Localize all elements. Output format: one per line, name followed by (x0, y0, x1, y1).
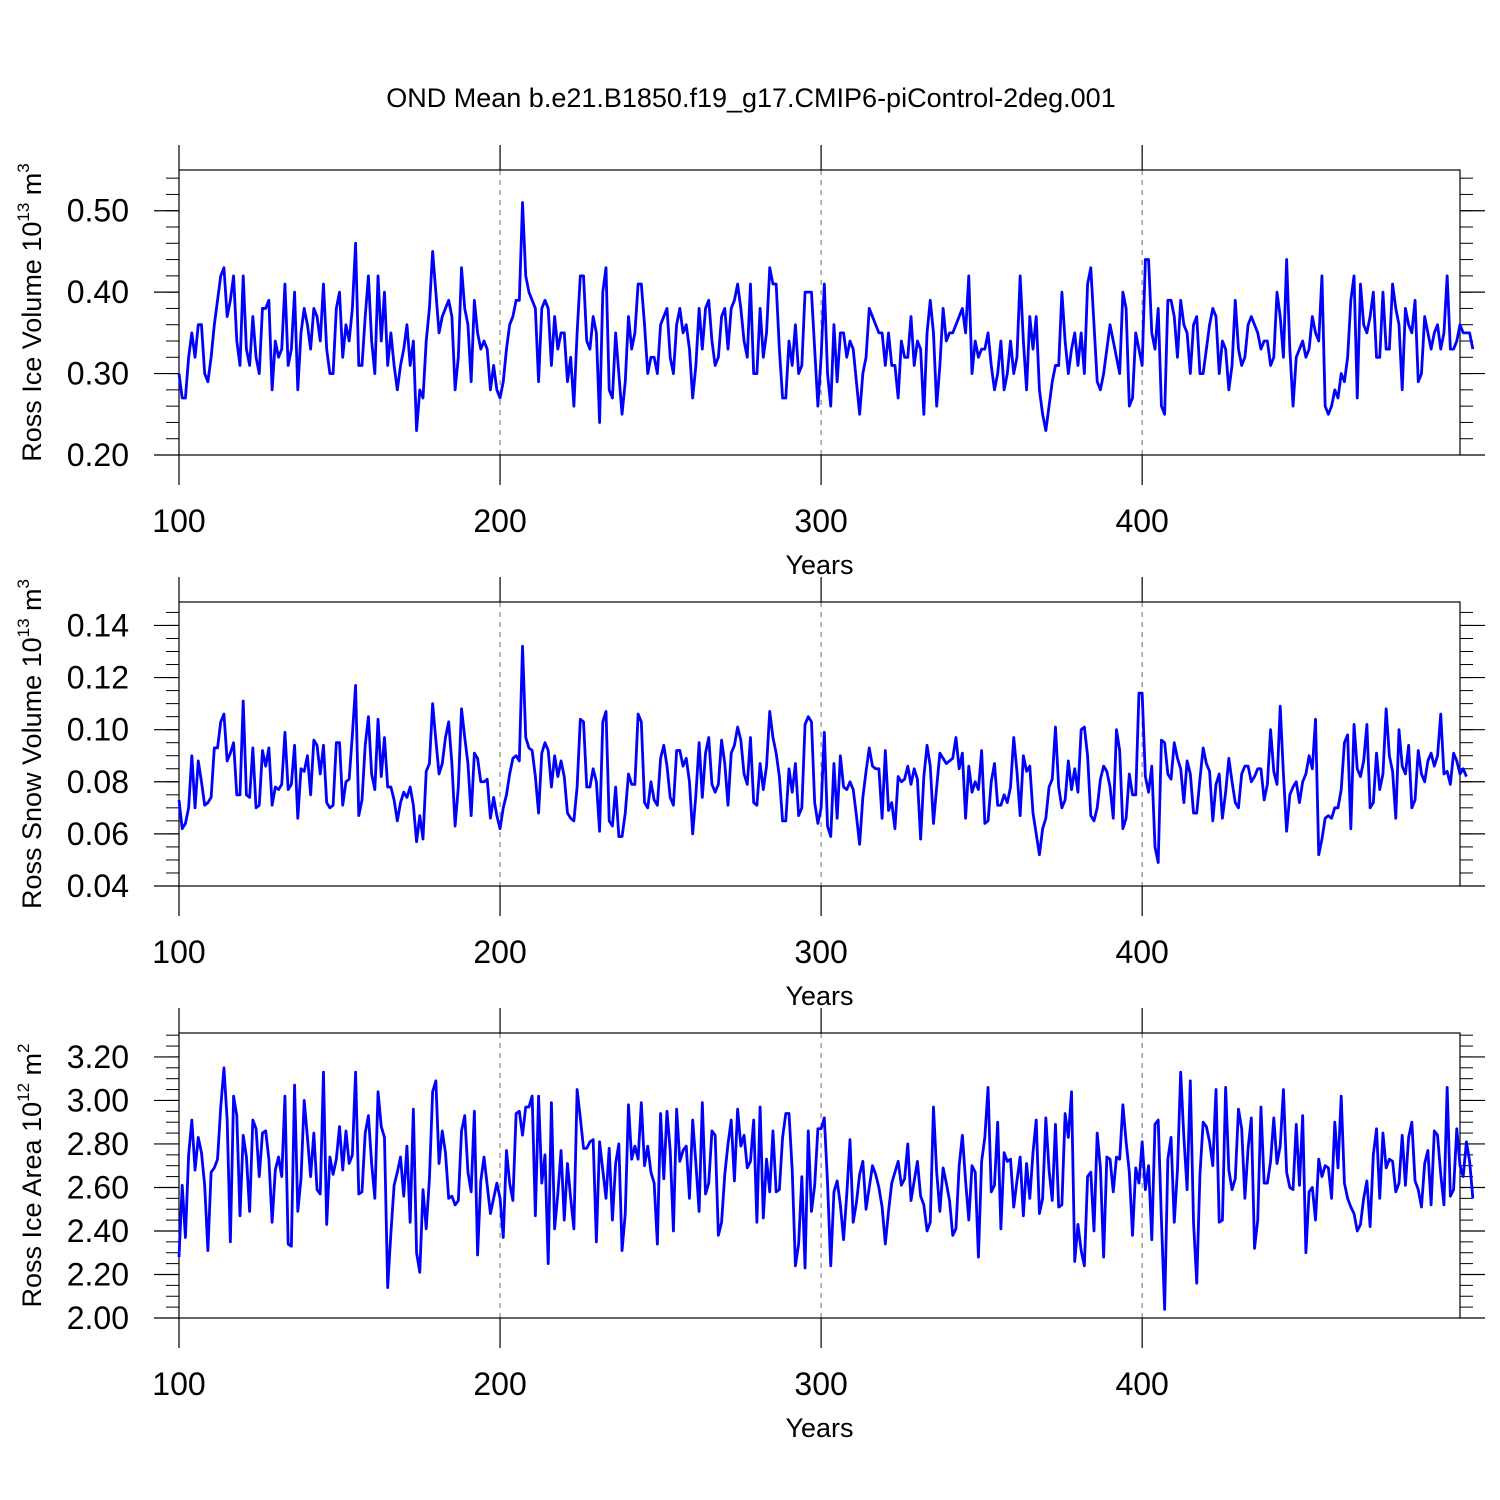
x-tick-label: 200 (473, 503, 526, 539)
x-tick-label: 100 (152, 1366, 205, 1402)
y-axis-label-unit: m (17, 173, 47, 203)
y-tick-label: 2.20 (67, 1256, 129, 1292)
series-line-3 (177, 1066, 1475, 1311)
x-tick-label: 400 (1115, 1366, 1168, 1402)
y-axis-label-exp: 13 (14, 203, 33, 222)
y-tick-label: 0.12 (67, 660, 129, 696)
y-axis-label-unit: m (17, 1053, 47, 1083)
x-tick-label: 100 (152, 934, 205, 970)
y-axis-label: Ross Snow Volume 1013 m3 (14, 579, 47, 909)
chart-title: OND Mean b.e21.B1850.f19_g17.CMIP6-piCon… (386, 83, 1115, 113)
x-tick-label: 300 (794, 1366, 847, 1402)
y-tick-label: 0.20 (67, 437, 129, 473)
x-tick-label: 400 (1115, 934, 1168, 970)
series-line-2 (177, 644, 1468, 864)
x-tick-label: 100 (152, 503, 205, 539)
y-tick-label: 3.20 (67, 1039, 129, 1075)
y-axis-label-exp: 13 (14, 618, 33, 637)
y-tick-label: 3.00 (67, 1082, 129, 1118)
x-axis-label: Years (785, 981, 853, 1011)
y-tick-label: 2.80 (67, 1126, 129, 1162)
plot-frame (178, 1032, 1461, 1319)
x-tick-label: 200 (473, 934, 526, 970)
y-tick-label: 2.60 (67, 1169, 129, 1205)
y-axis-label-exp: 12 (14, 1083, 33, 1102)
panel-2: 0.04 0.06 0.08 0.10 0.12 0.14 100 200 300 400 Year… (14, 577, 1485, 1011)
y-tick-label: 0.40 (67, 274, 129, 310)
x-tick-label: 400 (1115, 503, 1168, 539)
y-axis-label-unit-exp: 3 (14, 163, 33, 172)
y-tick-label: 2.40 (67, 1213, 129, 1249)
y-tick-label: 0.10 (67, 712, 129, 748)
y-tick-label: 2.00 (67, 1300, 129, 1336)
y-axis-label: Ross Ice Volume 1013 m3 (14, 163, 47, 462)
plot-frame (178, 601, 1461, 887)
x-axis-label: Years (785, 550, 853, 580)
y-axis-label: Ross Ice Area 1012 m2 (14, 1043, 47, 1307)
panels: 0.20 0.30 0.40 0.50 100 200 300 400 Years Ross Ic… (14, 145, 1485, 1443)
x-tick-label: 200 (473, 1366, 526, 1402)
y-axis-label-text: Ross Ice Area 10 (17, 1102, 47, 1308)
x-tick-label: 300 (794, 503, 847, 539)
y-axis-label-unit: m (17, 588, 47, 618)
x-tick-label: 300 (794, 934, 847, 970)
y-tick-label: 0.04 (67, 868, 129, 904)
y-tick-label: 0.06 (67, 816, 129, 852)
series-line-1 (177, 201, 1475, 432)
plot-frame (178, 169, 1461, 456)
panel-1: 0.20 0.30 0.40 0.50 100 200 300 400 Years Ross Ic… (14, 145, 1485, 580)
y-axis-label-text: Ross Snow Volume 10 (17, 637, 47, 909)
panel-3: 2.00 2.20 2.40 2.60 2.80 3.00 3.20 100 200 300 400… (14, 1008, 1485, 1443)
y-tick-label: 0.08 (67, 764, 129, 800)
x-axis-label: Years (785, 1413, 853, 1443)
y-axis-label-unit-exp: 2 (14, 1043, 33, 1052)
y-tick-label: 0.30 (67, 356, 129, 392)
y-tick-label: 0.50 (67, 193, 129, 229)
y-axis-label-unit-exp: 3 (14, 579, 33, 588)
y-axis-label-text: Ross Ice Volume 10 (17, 222, 47, 462)
y-tick-label: 0.14 (67, 607, 129, 643)
